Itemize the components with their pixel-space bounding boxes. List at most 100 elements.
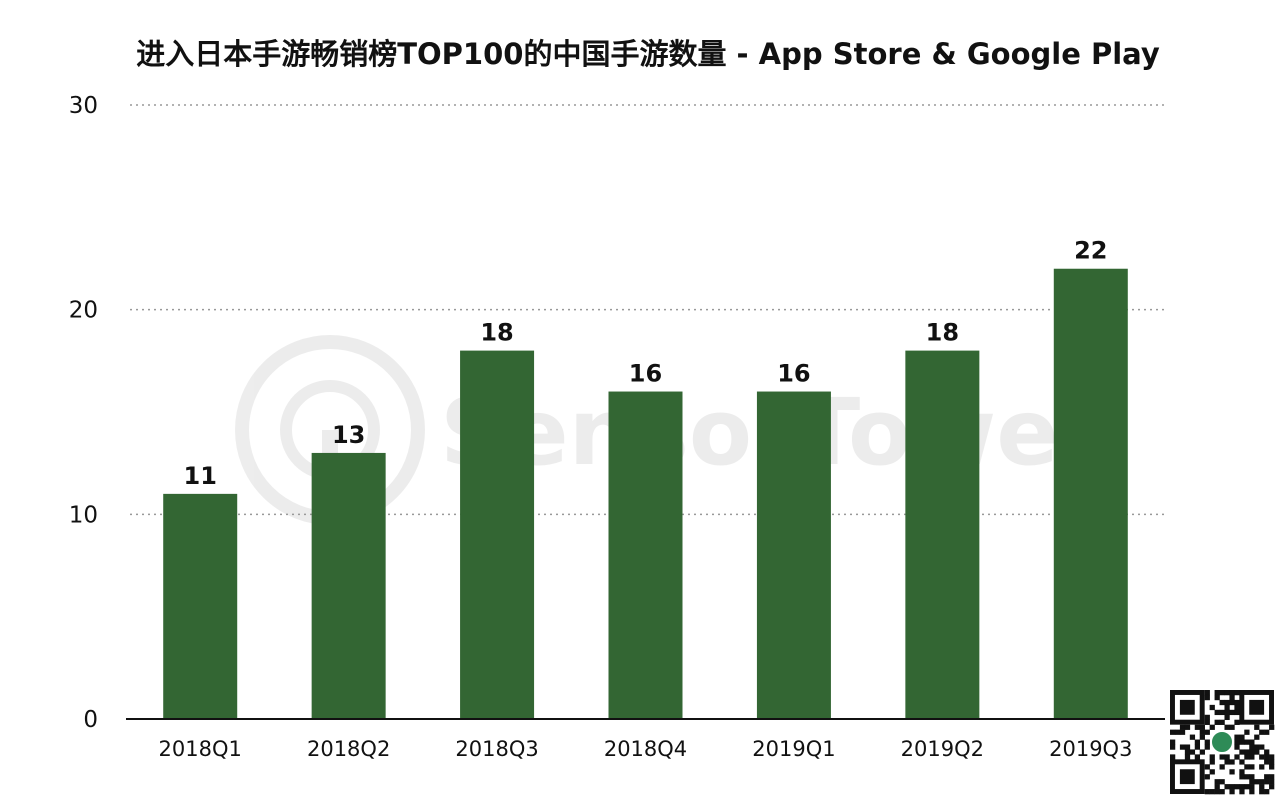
x-tick-label: 2018Q3 — [455, 737, 538, 761]
qr-module — [1259, 754, 1265, 760]
x-tick-label: 2018Q2 — [307, 737, 390, 761]
qr-module — [1254, 749, 1260, 755]
qr-module — [1224, 724, 1230, 730]
data-label: 22 — [1074, 237, 1107, 265]
bar — [1053, 268, 1128, 719]
qr-module — [1179, 724, 1186, 730]
data-label: 13 — [332, 421, 365, 449]
qr-module — [1229, 759, 1235, 765]
qr-module — [1239, 739, 1245, 745]
qr-module — [1179, 729, 1186, 735]
qr-module — [1224, 754, 1230, 760]
y-tick-label: 0 — [83, 707, 98, 733]
qr-module — [1214, 789, 1220, 795]
qr-center-logo — [1210, 730, 1234, 754]
qr-module — [1254, 744, 1260, 750]
qr-module — [1204, 774, 1210, 780]
qr-module — [1204, 744, 1210, 750]
qr-module — [1179, 744, 1186, 750]
qr-module — [1224, 699, 1230, 706]
qr-module — [1234, 734, 1240, 740]
qr-module — [1229, 769, 1235, 775]
qr-module — [1229, 789, 1235, 795]
qr-code-icon — [1170, 690, 1275, 795]
qr-module — [1264, 749, 1270, 755]
qr-module — [1170, 744, 1176, 750]
qr-module — [1214, 784, 1220, 790]
qr-module — [1219, 690, 1225, 696]
qr-module — [1209, 724, 1215, 730]
qr-module — [1219, 699, 1225, 706]
qr-module — [1259, 764, 1265, 770]
qr-module — [1224, 709, 1230, 716]
qr-module — [1194, 754, 1201, 760]
qr-module — [1249, 784, 1255, 790]
qr-module — [1269, 784, 1275, 790]
qr-module — [1254, 734, 1260, 740]
qr-module — [1214, 709, 1220, 716]
qr-module — [1219, 754, 1225, 760]
y-tick-label: 10 — [69, 502, 98, 528]
bar — [311, 452, 386, 719]
qr-module — [1219, 764, 1225, 770]
qr-module — [1259, 729, 1265, 735]
qr-module — [1199, 734, 1205, 740]
qr-module — [1269, 759, 1275, 765]
qr-module — [1264, 789, 1270, 795]
qr-module — [1239, 774, 1245, 780]
qr-module — [1244, 729, 1250, 735]
qr-module — [1194, 744, 1201, 750]
qr-module — [1269, 774, 1275, 780]
qr-module — [1214, 779, 1220, 785]
qr-module — [1234, 704, 1240, 711]
qr-module — [1249, 754, 1255, 760]
qr-module — [1224, 704, 1230, 711]
qr-module — [1259, 789, 1265, 795]
qr-module — [1184, 744, 1191, 750]
qr-module — [1244, 784, 1250, 790]
qr-finder-center — [1179, 769, 1195, 785]
bar — [608, 391, 683, 719]
qr-module — [1204, 729, 1210, 735]
qr-module — [1264, 754, 1270, 760]
qr-module — [1234, 719, 1240, 725]
qr-module — [1259, 744, 1265, 750]
qr-module — [1189, 734, 1196, 740]
data-label: 18 — [926, 319, 959, 347]
qr-module — [1234, 709, 1240, 716]
qr-module — [1229, 694, 1235, 701]
qr-module — [1204, 764, 1210, 770]
qr-module — [1239, 789, 1245, 795]
x-axis-ticks: 2018Q1 2018Q2 2018Q3 2018Q4 2019Q1 2019Q2 2019… — [159, 737, 1133, 761]
qr-module — [1234, 690, 1240, 696]
qr-module — [1229, 699, 1235, 706]
qr-module — [1170, 754, 1176, 760]
qr-module — [1204, 714, 1210, 721]
qr-module — [1219, 709, 1225, 716]
qr-module — [1259, 779, 1265, 785]
y-axis-ticks: 0 10 20 30 — [69, 93, 98, 733]
bar — [756, 391, 831, 719]
qr-module — [1264, 759, 1270, 765]
qr-module — [1264, 779, 1270, 785]
qr-module — [1214, 719, 1220, 725]
x-tick-label: 2019Q2 — [901, 737, 984, 761]
qr-module — [1199, 729, 1205, 735]
bar — [163, 493, 238, 719]
qr-module — [1224, 690, 1230, 696]
qr-module — [1209, 704, 1215, 711]
qr-module — [1204, 690, 1210, 696]
qr-module — [1234, 744, 1240, 750]
chart-title: 进入日本手游畅销榜TOP100的中国手游数量 - App Store & Goo… — [136, 37, 1160, 71]
y-tick-label: 30 — [69, 93, 98, 119]
qr-module — [1214, 690, 1220, 696]
qr-module — [1174, 729, 1181, 735]
qr-module — [1269, 754, 1275, 760]
qr-module — [1239, 759, 1245, 765]
qr-module — [1229, 690, 1235, 696]
qr-module — [1209, 789, 1215, 795]
qr-module — [1204, 694, 1210, 701]
qr-module — [1249, 774, 1255, 780]
qr-module — [1244, 754, 1250, 760]
x-tick-label: 2019Q3 — [1049, 737, 1132, 761]
